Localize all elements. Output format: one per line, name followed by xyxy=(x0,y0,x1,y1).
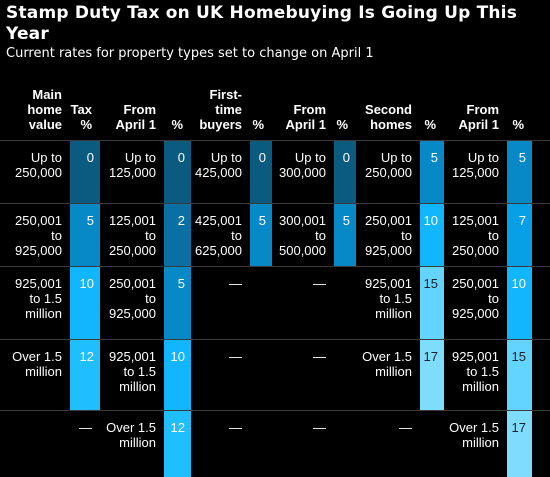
cell-ftb_value: — xyxy=(229,276,242,291)
cell-ftb_from: — xyxy=(313,349,326,364)
cell-second_tax: 10 xyxy=(420,204,444,266)
cell-second_from_pct: 7 xyxy=(507,204,532,266)
cell-main_tax: 0 xyxy=(70,141,100,203)
cell-main_tax: 10 xyxy=(70,267,100,339)
cell-ftb_value: Up to 425,000 xyxy=(195,150,242,180)
cell-ftb_from: — xyxy=(313,420,326,435)
cell-second_value: 925,001 to 1.5 million xyxy=(365,276,412,321)
cell-second_tax: 17 xyxy=(420,340,444,410)
cell-ftb_tax xyxy=(250,267,268,339)
header-second_from_pct: % xyxy=(512,117,524,132)
cell-main_value: Over 1.5 million xyxy=(12,349,62,379)
cell-main_from_pct: 12 xyxy=(164,411,191,477)
table-row: 250,001 to 925,000 5 125,001 to 250,000 2 42… xyxy=(0,204,550,267)
header-second_value: Second homes xyxy=(365,102,412,132)
cell-main_from_pct: 2 xyxy=(164,204,191,266)
header-main_tax: Tax % xyxy=(70,102,92,132)
header-ftb_from: From April 1 xyxy=(285,102,326,132)
cell-second_value: Up to 250,000 xyxy=(365,150,412,180)
cell-second_from_pct: 10 xyxy=(507,267,532,339)
cell-ftb_value: — xyxy=(229,420,242,435)
cell-main_tax: — xyxy=(79,420,92,435)
cell-main_from_pct: 5 xyxy=(164,267,191,339)
header-main_from: From April 1 xyxy=(115,102,156,132)
header-ftb_from_pct: % xyxy=(336,117,348,132)
cell-ftb_from_pct xyxy=(334,267,352,339)
cell-second_from: 925,001 to 1.5 million xyxy=(452,349,499,394)
cell-ftb_value: — xyxy=(229,349,242,364)
cell-second_from: 125,001 to 250,000 xyxy=(452,213,499,258)
cell-main_from: 925,001 to 1.5 million xyxy=(109,349,156,394)
cell-ftb_from: Up to 300,000 xyxy=(279,150,326,180)
header-main_from_pct: % xyxy=(171,117,183,132)
cell-main_from_pct: 0 xyxy=(164,141,191,203)
cell-second_from: Over 1.5 million xyxy=(449,420,499,450)
cell-ftb_from: — xyxy=(313,276,326,291)
cell-main_from: Over 1.5 million xyxy=(106,420,156,450)
table-header: Main home value Tax % From April 1% First- … xyxy=(0,82,550,141)
cell-main_from: 250,001 to 925,000 xyxy=(109,276,156,321)
cell-second_from: 250,001 to 925,000 xyxy=(452,276,499,321)
table-row: — Over 1.5 million 12 — — — Over 1.5 million 17 xyxy=(0,411,550,477)
header-main_value: Main home value xyxy=(27,87,62,132)
cell-second_tax: 5 xyxy=(420,141,444,203)
cell-main_value: 250,001 to 925,000 xyxy=(15,213,62,258)
cell-ftb_tax xyxy=(250,411,268,477)
cell-second_from_pct: 15 xyxy=(507,340,532,410)
cell-main_value xyxy=(0,411,66,477)
cell-ftb_from: 300,001 to 500,000 xyxy=(279,213,326,258)
cell-ftb_tax: 0 xyxy=(250,141,272,203)
cell-main_from: Up to 125,000 xyxy=(109,150,156,180)
chart-title: Stamp Duty Tax on UK Homebuying Is Going… xyxy=(6,3,518,44)
cell-second_from_pct: 5 xyxy=(507,141,532,203)
cell-main_value: 925,001 to 1.5 million xyxy=(15,276,62,321)
cell-main_value: Up to 250,000 xyxy=(15,150,62,180)
cell-second_value: — xyxy=(399,420,412,435)
cell-main_from: 125,001 to 250,000 xyxy=(109,213,156,258)
cell-second_value: Over 1.5 million xyxy=(362,349,412,379)
header-ftb_tax: % xyxy=(252,117,264,132)
cell-second_tax: 15 xyxy=(420,267,444,339)
rates-table: Main home value Tax % From April 1% First- … xyxy=(0,82,550,477)
cell-second_tax xyxy=(420,411,440,477)
table-row: Over 1.5 million 12 925,001 to 1.5 million… xyxy=(0,340,550,411)
header-ftb_value: First- time buyers xyxy=(199,87,242,132)
cell-ftb_from_pct xyxy=(334,340,352,410)
cell-main_tax: 5 xyxy=(70,204,100,266)
cell-ftb_value: 425,001 to 625,000 xyxy=(195,213,242,258)
cell-second_from: Up to 125,000 xyxy=(452,150,499,180)
cell-main_from_pct: 10 xyxy=(164,340,191,410)
header-second_from: From April 1 xyxy=(458,102,499,132)
cell-second_value: 250,001 to 925,000 xyxy=(365,213,412,258)
cell-ftb_from_pct xyxy=(334,411,352,477)
cell-ftb_tax: 5 xyxy=(250,204,272,266)
chart-subtitle: Current rates for property types set to … xyxy=(6,46,374,61)
cell-ftb_tax xyxy=(250,340,268,410)
header-second_tax: % xyxy=(424,117,436,132)
table-row: Up to 250,000 0 Up to 125,000 0 Up to 425,00… xyxy=(0,141,550,204)
table-row: 925,001 to 1.5 million 10 250,001 to 925,0… xyxy=(0,267,550,340)
cell-ftb_from_pct: 5 xyxy=(334,204,356,266)
cell-second_from_pct: 17 xyxy=(507,411,532,477)
cell-ftb_from_pct: 0 xyxy=(334,141,356,203)
cell-main_tax: 12 xyxy=(70,340,100,410)
